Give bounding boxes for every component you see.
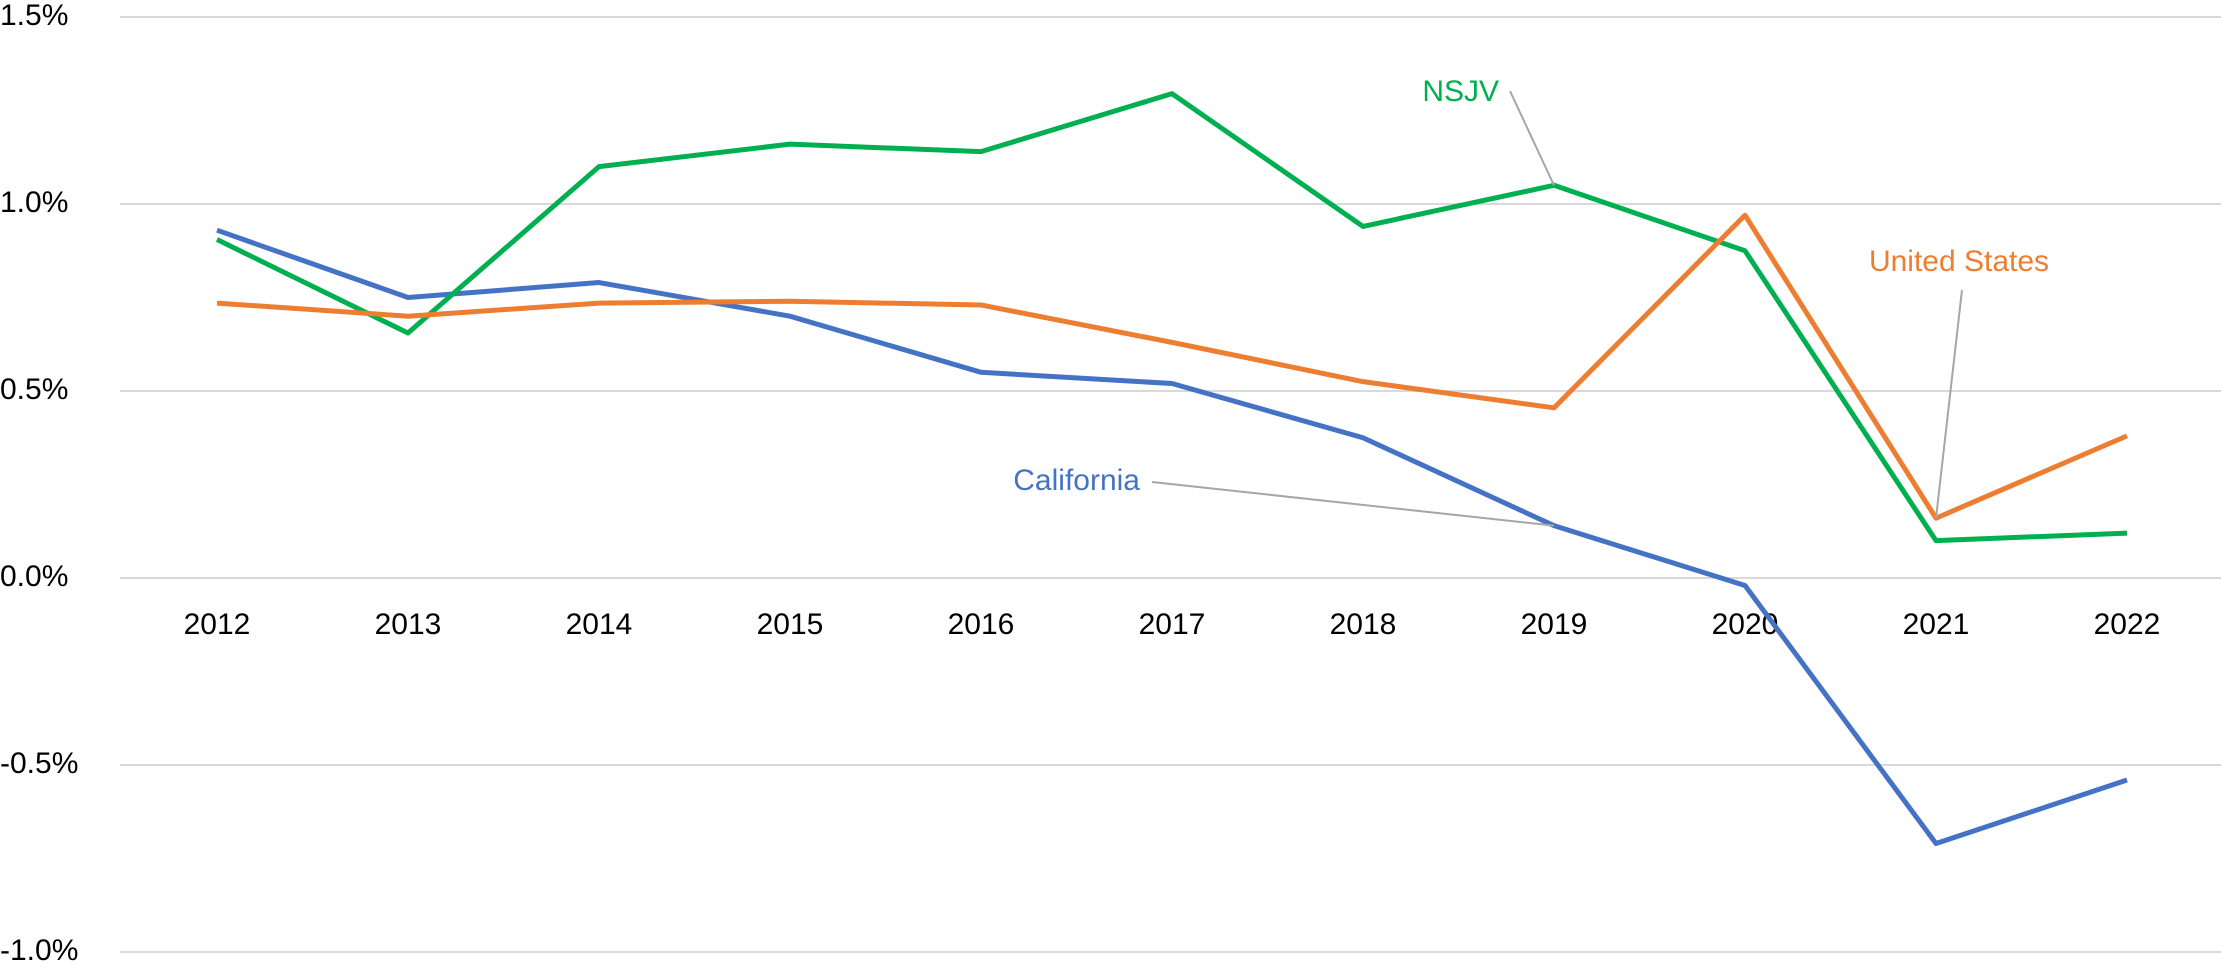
x-tick-label: 2015 [757,608,824,641]
x-tick-label: 2017 [1139,608,1206,641]
series-line [216,227,2128,847]
series-label: United States [1869,245,2049,278]
y-tick-label: 0.0% [0,560,68,593]
series-label: NSJV [1422,75,1499,108]
series-line [215,91,2128,544]
x-tick-label: 2012 [184,608,251,641]
x-tick-label: 2018 [1330,608,1397,641]
leader-line [1935,289,1963,519]
series-label: California [1013,464,1140,497]
leader-line [1509,90,1555,186]
leader-line [1151,481,1555,527]
x-tick-label: 2021 [1903,608,1970,641]
x-tick-label: 2016 [948,608,1015,641]
x-tick-label: 2019 [1521,608,1588,641]
x-tick-label: 2013 [375,608,442,641]
series-line [216,212,2128,521]
y-tick-label: -0.5% [0,747,78,780]
y-tick-label: 0.5% [0,373,68,406]
x-tick-label: 2014 [566,608,633,641]
y-tick-label: 1.5% [0,0,68,32]
y-tick-label: 1.0% [0,186,68,219]
y-tick-label: -1.0% [0,934,78,967]
x-tick-label: 2022 [2094,608,2161,641]
